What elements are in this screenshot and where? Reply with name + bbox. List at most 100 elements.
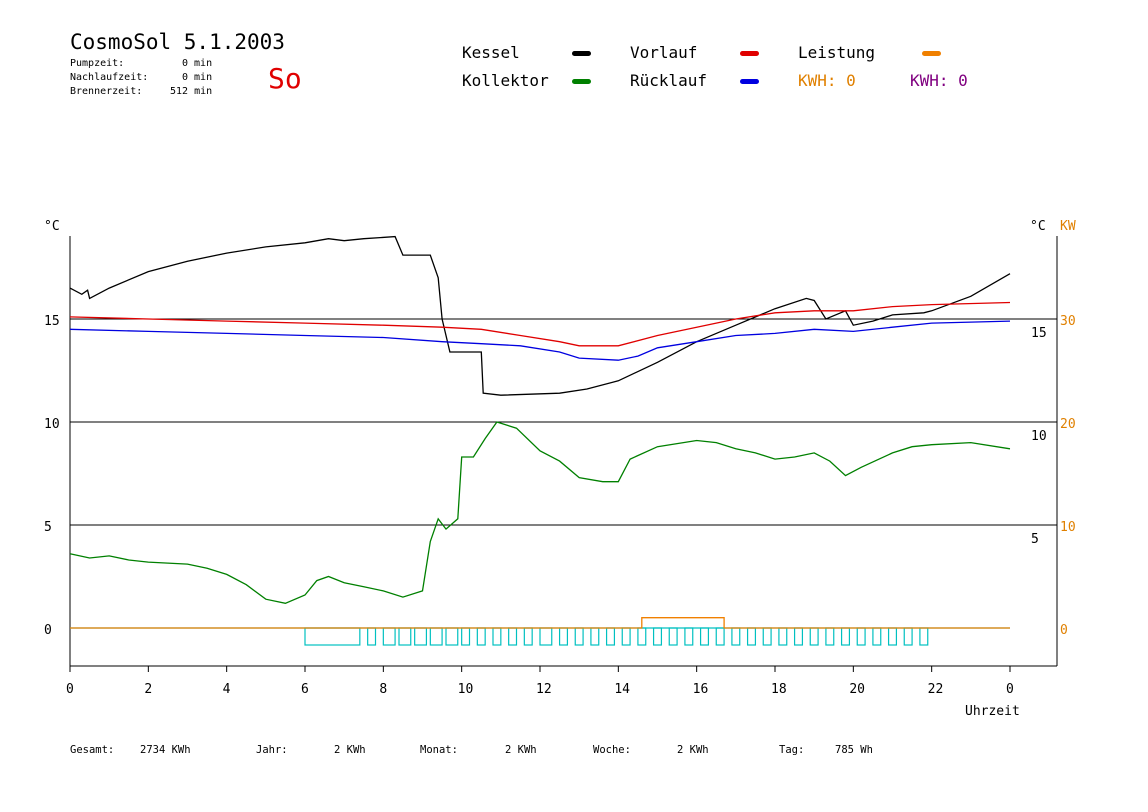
burner-block-5: [429, 627, 443, 646]
info-brennerzeit-value: 512 min: [170, 86, 213, 97]
x-tick-label-5: 10: [458, 682, 474, 697]
burner-block-24: [731, 627, 741, 646]
y-left-tick-10: 10: [44, 417, 60, 432]
footer-woche-label: Woche:: [593, 744, 631, 756]
y-left-tick-5: 5: [44, 520, 52, 535]
x-tick-label-1: 2: [144, 682, 152, 697]
footer-monat-value: 2 KWh: [505, 744, 537, 756]
y-right-tick-15: 15: [1031, 326, 1047, 341]
y-power-tick-10: 10: [1060, 520, 1076, 535]
legend-ruecklauf-swatch: [740, 79, 759, 84]
burner-block-10: [508, 627, 518, 646]
burner-block-16: [605, 627, 616, 646]
legend-kwh-purple: KWH: 0: [910, 71, 968, 90]
footer-gesamt-value: 2734 KWh: [140, 744, 191, 756]
burner-block-36: [919, 627, 929, 646]
y-left-unit: °C: [44, 219, 60, 234]
x-tick-label-6: 12: [536, 682, 552, 697]
burner-block-15: [590, 627, 600, 646]
burner-block-3: [398, 627, 412, 646]
burner-block-25: [746, 627, 757, 646]
burner-block-6: [445, 627, 459, 646]
burner-block-32: [856, 627, 866, 646]
footer-tag-label: Tag:: [779, 744, 805, 756]
burner-block-2: [382, 627, 396, 646]
burner-block-8: [476, 627, 486, 646]
footer-monat-label: Monat:: [420, 744, 458, 756]
burner-block-26: [762, 627, 772, 646]
burner-block-9: [492, 627, 502, 646]
x-tick-label-10: 20: [849, 682, 865, 697]
app-title: CosmoSol 5.1.2003: [70, 30, 285, 54]
info-pumpzeit-value: 0 min: [182, 58, 213, 69]
legend-kessel-swatch: [572, 51, 591, 56]
footer-gesamt-label: Gesamt:: [70, 744, 115, 756]
y-power-tick-20: 20: [1060, 417, 1076, 432]
y-right-unit: °C: [1030, 219, 1046, 234]
burner-block-14: [574, 627, 584, 646]
burner-block-7: [461, 627, 471, 646]
y-power-tick-30: 30: [1060, 314, 1076, 329]
weekday-label: So: [268, 62, 302, 95]
series-kollektor-line: [69, 421, 1011, 604]
info-nachlaufzeit-value: 0 min: [182, 72, 213, 83]
x-tick-label-4: 8: [379, 682, 387, 697]
footer-jahr-label: Jahr:: [256, 744, 288, 756]
series-vorlauf-line: [69, 301, 1011, 347]
burner-block-33: [872, 627, 882, 646]
burner-block-19: [652, 627, 663, 646]
info-nachlaufzeit-label: Nachlaufzeit:: [70, 72, 149, 83]
x-tick-label-11: 22: [928, 682, 944, 697]
y-power-unit: KW: [1060, 219, 1076, 234]
x-tick-label-7: 14: [614, 682, 630, 697]
burner-block-29: [809, 627, 819, 646]
legend-vorlauf-swatch: [740, 51, 759, 56]
x-axis-label: Uhrzeit: [965, 704, 1020, 719]
legend-kollektor-swatch: [572, 79, 591, 84]
series-leistung-line: [70, 617, 1010, 629]
legend-kwh-orange: KWH: 0: [798, 71, 856, 90]
legend-leistung-swatch: [922, 51, 941, 56]
burner-block-35: [903, 627, 913, 646]
legend-kollektor-label: Kollektor: [462, 71, 549, 90]
footer-jahr-value: 2 KWh: [334, 744, 366, 756]
x-tick-label-2: 4: [223, 682, 231, 697]
burner-block-11: [523, 627, 533, 646]
burner-block-30: [825, 627, 835, 646]
burner-block-13: [558, 627, 569, 646]
legend-kessel-label: Kessel: [462, 43, 520, 62]
burner-block-0: [304, 627, 361, 646]
burner-block-4: [414, 627, 428, 646]
info-pumpzeit-label: Pumpzeit:: [70, 58, 125, 69]
y-left-tick-15: 15: [44, 314, 60, 329]
x-tick-label-0: 0: [66, 682, 74, 697]
y-power-tick-0: 0: [1060, 623, 1068, 638]
burner-block-17: [621, 627, 631, 646]
burner-block-34: [887, 627, 898, 646]
burner-block-18: [637, 627, 647, 646]
series-rcklauf-line: [69, 320, 1011, 361]
series-kessel-line: [69, 235, 1011, 396]
x-tick-label-12: 0: [1006, 682, 1014, 697]
legend-vorlauf-label: Vorlauf: [630, 43, 698, 62]
legend-ruecklauf-label: Rücklauf: [630, 71, 708, 90]
burner-block-20: [668, 627, 678, 646]
burner-block-23: [715, 627, 725, 646]
footer-woche-value: 2 KWh: [677, 744, 709, 756]
y-right-tick-5: 5: [1031, 532, 1039, 547]
x-tick-label-8: 16: [693, 682, 709, 697]
footer-tag-value: 785 Wh: [835, 744, 873, 756]
burner-block-31: [840, 627, 851, 646]
y-left-tick-0: 0: [44, 623, 52, 638]
x-tick-label-9: 18: [771, 682, 787, 697]
burner-block-1: [367, 627, 377, 646]
legend-leistung-label: Leistung: [798, 43, 876, 62]
info-brennerzeit-label: Brennerzeit:: [70, 86, 143, 97]
burner-block-28: [793, 627, 804, 646]
x-tick-label-3: 6: [301, 682, 309, 697]
burner-block-21: [684, 627, 694, 646]
y-right-tick-10: 10: [1031, 429, 1047, 444]
burner-block-22: [699, 627, 710, 646]
burner-block-12: [539, 627, 553, 646]
